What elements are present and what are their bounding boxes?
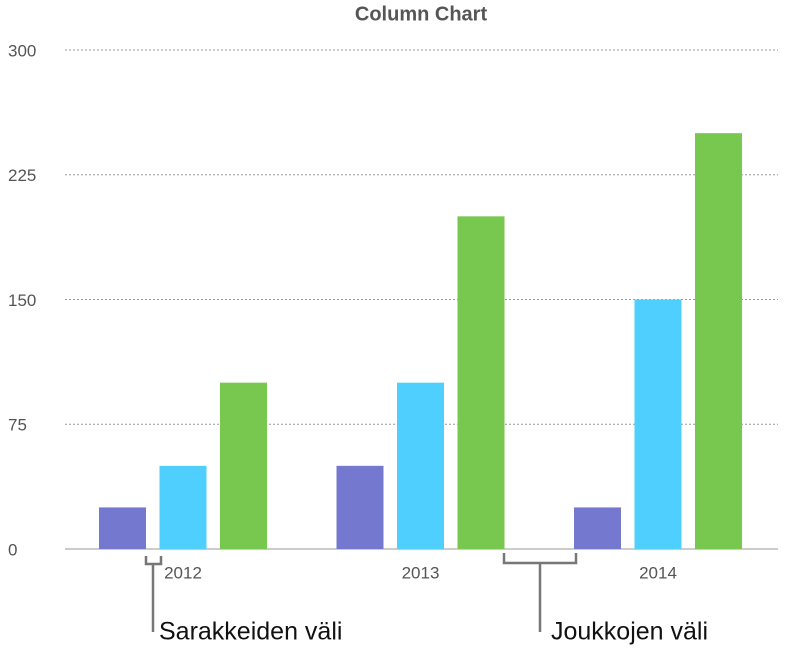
bar [457,216,505,550]
group-gap-bracket [502,553,578,632]
bar [634,299,682,549]
y-tick-label: 0 [8,540,17,559]
x-tick-label: 2012 [164,563,202,582]
y-tick-label: 150 [8,291,36,310]
annotation: Sarakkeiden väli [159,618,342,646]
y-tick-label: 225 [8,166,36,185]
bar [574,507,621,549]
x-tick-label: 2013 [402,563,440,582]
chart-title: Column Chart [355,3,488,25]
x-tick-label: 2014 [639,563,677,582]
bar [99,507,146,549]
bar [397,382,444,549]
annotation: Joukkojen väli [551,618,708,646]
bar [159,465,207,549]
column-gap-bracket [144,556,163,632]
y-tick-label: 300 [8,41,36,60]
bar [220,382,267,549]
bar [695,133,742,549]
bar [336,465,384,549]
y-tick-label: 75 [8,416,27,435]
